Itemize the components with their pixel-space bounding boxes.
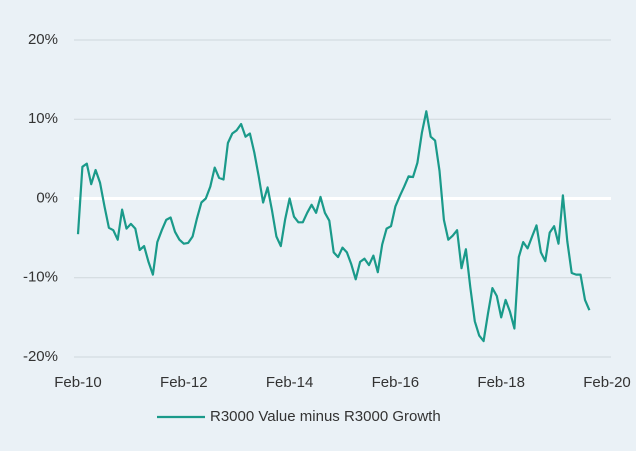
- y-tick-label: 10%: [28, 110, 58, 127]
- x-tick-label: Feb-18: [477, 374, 525, 391]
- x-tick-label: Feb-16: [372, 374, 420, 391]
- y-tick-label: 20%: [28, 31, 58, 48]
- data-line: [76, 110, 591, 343]
- y-tick-label: -20%: [23, 348, 58, 365]
- y-tick-label: 0%: [36, 189, 58, 206]
- legend-label: R3000 Value minus R3000 Growth: [210, 408, 441, 425]
- y-tick-label: -10%: [23, 269, 58, 286]
- x-tick-label: Feb-10: [54, 374, 102, 391]
- x-tick-label: Feb-12: [160, 374, 208, 391]
- x-tick-label: Feb-14: [266, 374, 314, 391]
- x-tick-label: Feb-20: [583, 374, 631, 391]
